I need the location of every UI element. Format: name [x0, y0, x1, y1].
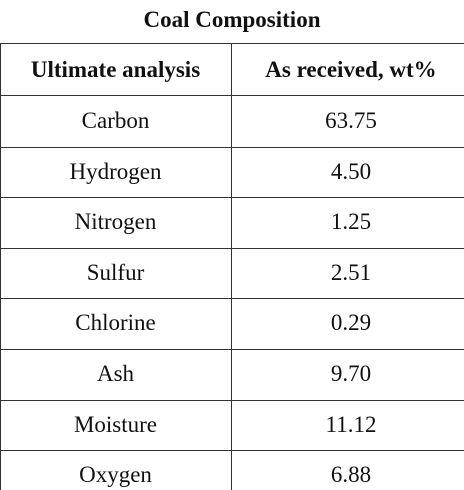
row-value: 2.51 [330, 259, 372, 285]
table-title: Coal Composition [143, 7, 321, 32]
row-label: Ash [96, 361, 135, 386]
row-label: Oxygen [79, 462, 152, 488]
row-label: Carbon [81, 108, 150, 133]
row-border [0, 247, 464, 249]
row-value: 63.75 [325, 108, 377, 133]
row-border [0, 399, 464, 401]
row-value: 0.29 [330, 310, 372, 336]
row-label: Chlorine [75, 310, 156, 336]
row-border [0, 450, 464, 452]
row-label: Hydrogen [69, 158, 162, 184]
row-border [0, 349, 464, 350]
row-value: 6.88 [330, 462, 372, 488]
row-label: Sulfur [86, 259, 145, 285]
row-value: 4.50 [330, 158, 372, 184]
table-left-border [0, 43, 1, 490]
row-label: Moisture [73, 411, 158, 437]
row-value: 1.25 [330, 209, 372, 235]
row-label: Nitrogen [74, 209, 157, 235]
row-value: 11.12 [325, 411, 377, 437]
column-divider [231, 43, 232, 490]
row-border [0, 146, 464, 148]
row-value: 9.70 [330, 361, 372, 386]
header-border [0, 95, 464, 96]
column-header: As received, wt% [265, 57, 437, 82]
row-border [0, 298, 464, 300]
column-header: Ultimate analysis [30, 57, 201, 82]
table-top-border [0, 43, 464, 44]
row-border [0, 197, 464, 199]
